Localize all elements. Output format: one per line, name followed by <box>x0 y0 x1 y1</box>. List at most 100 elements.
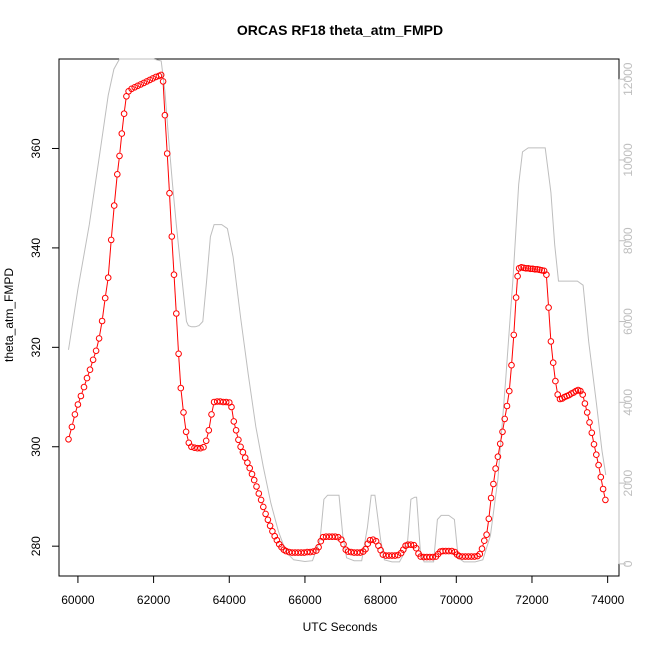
theta-segment <box>515 279 518 295</box>
theta-segment <box>555 384 558 392</box>
y-tick-label: 280 <box>29 536 43 556</box>
theta-segment <box>596 457 599 463</box>
theta-point <box>120 110 128 117</box>
theta-segment <box>491 487 494 495</box>
theta-point <box>65 436 72 443</box>
theta-point <box>182 428 190 436</box>
theta-point <box>340 540 347 548</box>
theta-point <box>266 522 274 530</box>
theta-segment <box>102 301 106 318</box>
theta-point <box>499 428 506 436</box>
theta-segment <box>183 415 187 429</box>
theta-segment <box>504 409 507 416</box>
theta-point <box>481 537 488 545</box>
theta-segment <box>114 177 118 203</box>
theta-segment <box>99 324 103 336</box>
x-tick-label: 72000 <box>515 593 549 607</box>
theta-segment <box>591 435 594 442</box>
y-tick-label: 320 <box>29 337 43 357</box>
theta-point <box>161 111 169 119</box>
theta-point <box>353 549 361 556</box>
theta-point <box>257 496 265 504</box>
theta-point <box>71 411 79 418</box>
theta-segment <box>169 196 173 234</box>
theta-point <box>128 85 135 93</box>
theta-segment <box>486 521 489 532</box>
theta-point <box>116 152 123 160</box>
theta-segment <box>511 338 515 363</box>
theta-segment <box>178 356 182 385</box>
theta-point <box>583 409 591 416</box>
x-tick-label: 66000 <box>288 593 322 607</box>
y-axis-label: theta_atm_FMPD <box>2 268 16 362</box>
theta-point <box>177 384 185 392</box>
theta-point <box>166 189 173 197</box>
y-tick-label: 300 <box>29 436 43 456</box>
y2-tick-label: 2000 <box>621 469 635 496</box>
theta-point <box>501 415 509 423</box>
theta-point <box>531 266 539 273</box>
theta-point <box>230 418 238 425</box>
theta-segment <box>585 406 587 410</box>
theta-segment <box>171 239 175 272</box>
theta-segment <box>117 159 120 172</box>
theta-point <box>417 553 425 560</box>
theta-point <box>104 274 112 282</box>
theta-point <box>149 75 157 82</box>
theta-point <box>253 483 260 490</box>
theta-point <box>210 398 218 406</box>
theta-point <box>101 294 109 302</box>
theta-segment <box>87 372 90 376</box>
theta-segment <box>107 243 112 275</box>
theta-segment <box>231 410 234 419</box>
y2-tick-label: 12000 <box>621 62 635 96</box>
theta-point <box>74 401 82 408</box>
theta-point <box>202 437 210 445</box>
theta-point <box>356 549 364 556</box>
theta-segment <box>589 425 592 430</box>
theta-segment <box>506 394 510 403</box>
theta-point <box>237 443 244 451</box>
theta-point <box>552 377 559 385</box>
x-axis-label: UTC Seconds <box>303 620 378 634</box>
theta-point <box>170 271 178 279</box>
theta-segment <box>96 341 99 348</box>
theta-point <box>448 547 456 555</box>
theta-point <box>137 81 144 88</box>
theta-point <box>496 440 504 448</box>
theta-point <box>391 552 399 559</box>
theta-point <box>549 359 557 367</box>
theta-point <box>208 411 215 418</box>
theta-point <box>235 436 242 444</box>
theta-point <box>407 541 415 549</box>
theta-segment <box>234 424 236 428</box>
theta-point <box>490 480 497 488</box>
theta-point <box>260 503 267 511</box>
theta-point <box>255 490 263 497</box>
theta-point <box>163 150 171 157</box>
theta-point <box>344 548 352 555</box>
theta-point <box>118 130 126 137</box>
theta-point <box>485 515 493 523</box>
y-tick-label: 360 <box>29 138 43 158</box>
theta-segment <box>180 391 184 410</box>
theta-point <box>262 510 269 518</box>
theta-point <box>487 494 495 502</box>
theta-point <box>597 473 605 481</box>
theta-point <box>476 550 484 558</box>
x-axis: 60000 62000 64000 66000 68000 70000 72000 74000 <box>61 575 625 607</box>
theta-segment <box>500 434 503 441</box>
theta-segment <box>90 362 93 367</box>
y2-tick-label: 8000 <box>621 227 635 254</box>
theta-point <box>579 391 587 398</box>
theta-segment <box>105 280 109 296</box>
theta-point <box>364 540 372 548</box>
theta-point <box>547 338 555 345</box>
theta-segment <box>208 417 212 428</box>
theta-segment <box>84 381 87 385</box>
theta-segment <box>488 501 492 516</box>
theta-point <box>319 533 327 541</box>
theta-point <box>478 545 486 553</box>
series-altitude <box>68 58 607 563</box>
theta-segment <box>546 277 549 305</box>
